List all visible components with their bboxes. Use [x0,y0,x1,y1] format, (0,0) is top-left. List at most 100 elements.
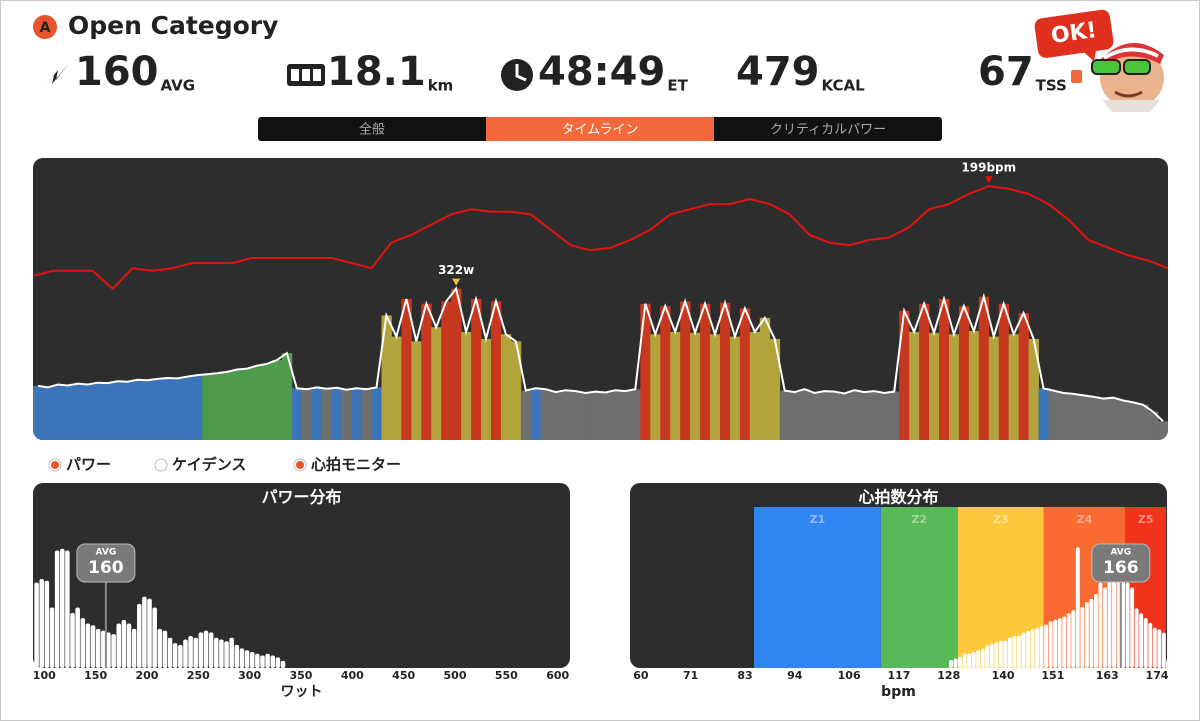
power-bar [33,385,44,440]
zone-band [880,507,958,668]
power-bar [341,389,352,440]
histogram-bar [953,658,958,668]
histogram-bar [70,612,75,668]
power-bar [550,392,562,440]
histogram-bar [1062,616,1067,668]
tss-help-icon[interactable] [1071,70,1082,83]
power-bar [799,389,810,440]
legend-label[interactable]: ケイデンス [172,456,246,474]
x-tick-label: 400 [341,669,364,682]
power-bar [899,310,910,440]
zone-label: Z5 [1138,513,1154,526]
histogram-bar [1012,635,1017,668]
histogram-bar [1053,619,1058,668]
power-bar [1078,395,1089,440]
power-bar [441,301,452,440]
legend-ring[interactable] [154,458,168,472]
histogram-bar [249,651,255,668]
power-bar [261,363,273,440]
histogram-bar [1071,610,1076,668]
x-tick-label: 174 [1146,669,1169,682]
avatar [1091,43,1164,112]
power-bar [182,376,193,440]
power-bar [371,387,382,440]
power-bar [978,296,990,440]
average-label: AVG [1110,548,1131,558]
power-bar [620,391,631,440]
histogram-bar [121,619,127,668]
histogram-bar [255,653,260,668]
histogram-bar [980,648,985,668]
tab[interactable]: クリティカルパワー [770,123,886,138]
histogram-bar [1084,601,1089,668]
power-bar [710,334,721,440]
histogram-bar [126,623,132,668]
average-label: AVG [96,548,117,558]
power-bar [202,374,213,440]
power-bar [281,353,293,440]
x-tick-label: 71 [683,669,698,682]
distance-icon [287,64,325,86]
histogram-bar [34,582,39,668]
tab[interactable]: 全般 [359,122,385,138]
power-bar [909,331,920,440]
histogram-bar [1116,573,1121,668]
power-bar [1048,390,1059,440]
x-tick-label: 450 [392,669,415,682]
peak-marker [984,176,993,184]
legend-dot[interactable] [296,461,304,469]
power-bar [660,306,671,440]
power-bar [411,341,422,440]
histogram-bar [976,650,981,668]
power-bar [122,381,133,440]
stat-value: 48:49 [538,49,665,95]
power-bar [670,331,681,440]
tab[interactable]: タイムライン [561,123,638,138]
power-bar [540,389,552,440]
power-bar [351,388,362,440]
power-bar [1108,397,1119,440]
power-bar [769,338,781,440]
power-bar [510,341,522,440]
x-tick-label: 550 [495,669,518,682]
power-bar [421,303,432,440]
power-bar [72,383,84,440]
histogram-bar [162,630,168,668]
power-bar [1018,313,1030,440]
average-value: 166 [1103,558,1139,578]
histogram-bar [1089,598,1094,668]
power-bar [1158,421,1168,440]
legend-label[interactable]: 心拍モニター [311,456,401,474]
x-tick-label: 106 [838,669,861,682]
histogram-bar [1107,577,1112,668]
histogram-bar [1039,626,1044,668]
histogram-bar [994,642,999,668]
histogram-bar [65,550,70,668]
histogram-bar [137,603,142,668]
histogram-bar [167,637,173,668]
power-bar [859,392,870,440]
power-bar [1028,338,1039,440]
histogram-bar [1125,582,1130,668]
power-bar [1008,334,1020,440]
histogram-bar [203,630,209,668]
power-bar [700,303,711,440]
x-axis-label: bpm [881,684,916,700]
power-bar [162,377,173,440]
stat-unit: km [428,77,454,95]
zone-label: Z3 [993,513,1009,526]
time-icon [501,59,533,91]
histogram-bar [1044,624,1049,668]
power-bar [381,315,392,440]
x-tick-label: 500 [444,669,467,682]
power-bar [42,387,54,440]
histogram-bar [1130,587,1135,668]
legend-dot[interactable] [51,461,59,469]
tab-active-bg[interactable] [486,117,714,141]
x-tick-label: 600 [546,669,569,682]
legend-label[interactable]: パワー [66,456,111,474]
power-bar [490,301,502,440]
stat-unit: KCAL [822,77,866,95]
power-bar [939,299,950,440]
histogram-bar [985,645,990,668]
